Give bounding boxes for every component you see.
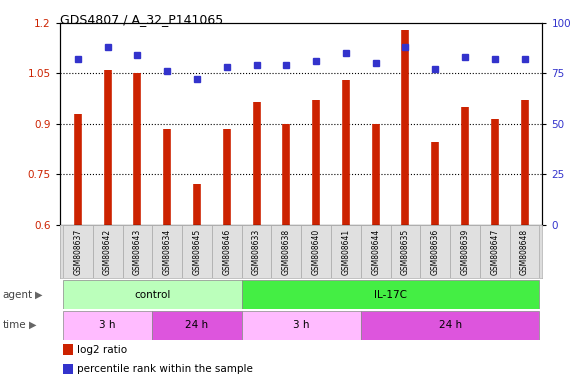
- Bar: [242, 225, 271, 278]
- Bar: [63, 311, 152, 340]
- Bar: [152, 225, 182, 278]
- Bar: [301, 225, 331, 278]
- Bar: [271, 225, 301, 278]
- Bar: [212, 225, 242, 278]
- Text: GSM808634: GSM808634: [163, 228, 172, 275]
- Bar: [242, 280, 540, 309]
- Text: log2 ratio: log2 ratio: [77, 345, 127, 355]
- Text: 24 h: 24 h: [439, 320, 462, 331]
- Text: GSM808647: GSM808647: [490, 228, 499, 275]
- Text: GSM808635: GSM808635: [401, 228, 410, 275]
- Text: ▶: ▶: [35, 290, 43, 300]
- Bar: [63, 280, 242, 309]
- Text: 3 h: 3 h: [293, 320, 309, 331]
- Text: GSM808640: GSM808640: [312, 228, 320, 275]
- Text: GSM808633: GSM808633: [252, 228, 261, 275]
- Bar: [152, 311, 242, 340]
- Text: GSM808637: GSM808637: [73, 228, 82, 275]
- Bar: [450, 225, 480, 278]
- Text: ▶: ▶: [29, 320, 36, 330]
- Text: time: time: [3, 320, 26, 330]
- Text: GSM808643: GSM808643: [133, 228, 142, 275]
- Text: GSM808645: GSM808645: [192, 228, 202, 275]
- Bar: [420, 225, 450, 278]
- Text: 24 h: 24 h: [186, 320, 208, 331]
- Bar: [93, 225, 123, 278]
- Text: control: control: [134, 290, 171, 300]
- Bar: [510, 225, 540, 278]
- Text: GSM808638: GSM808638: [282, 228, 291, 275]
- Text: GSM808646: GSM808646: [222, 228, 231, 275]
- Bar: [242, 311, 361, 340]
- Text: GSM808636: GSM808636: [431, 228, 440, 275]
- Text: 3 h: 3 h: [99, 320, 116, 331]
- Bar: [480, 225, 510, 278]
- Text: GSM808639: GSM808639: [461, 228, 469, 275]
- Text: percentile rank within the sample: percentile rank within the sample: [77, 364, 253, 374]
- Text: GSM808641: GSM808641: [341, 228, 351, 275]
- Bar: [361, 311, 540, 340]
- Bar: [63, 225, 93, 278]
- Text: GSM808644: GSM808644: [371, 228, 380, 275]
- Bar: [361, 225, 391, 278]
- Text: GSM808642: GSM808642: [103, 228, 112, 275]
- Text: agent: agent: [3, 290, 33, 300]
- Bar: [182, 225, 212, 278]
- Text: GDS4807 / A_32_P141065: GDS4807 / A_32_P141065: [60, 13, 223, 26]
- Bar: [331, 225, 361, 278]
- Bar: [391, 225, 420, 278]
- Bar: [123, 225, 152, 278]
- Text: IL-17C: IL-17C: [374, 290, 407, 300]
- Text: GSM808648: GSM808648: [520, 228, 529, 275]
